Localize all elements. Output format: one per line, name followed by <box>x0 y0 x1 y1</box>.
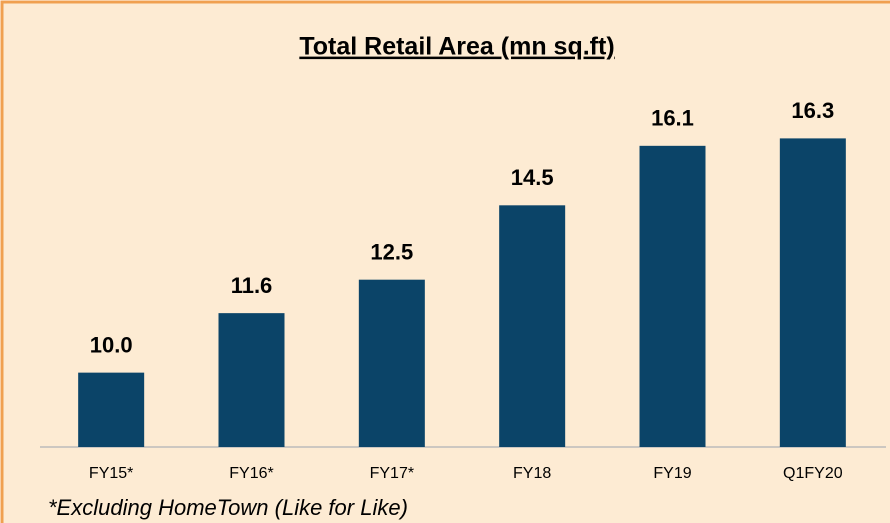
x-tick-label: FY17* <box>370 465 414 482</box>
value-label: 16.1 <box>651 106 694 131</box>
bar <box>639 145 706 447</box>
value-label: 11.6 <box>231 273 273 298</box>
value-label: 10.0 <box>90 332 133 357</box>
value-label: 12.5 <box>370 239 413 264</box>
x-tick-label: Q1FY20 <box>783 465 843 482</box>
x-tick-label: FY16* <box>229 465 273 482</box>
value-label: 16.3 <box>791 98 834 123</box>
bar <box>358 279 425 447</box>
footnote: *Excluding HomeTown (Like for Like) <box>48 495 408 520</box>
x-tick-label: FY19 <box>653 465 691 482</box>
x-tick-label: FY15* <box>89 465 133 482</box>
bar <box>499 205 566 447</box>
chart-title: Total Retail Area (mn sq.ft) <box>299 33 614 61</box>
bar <box>78 372 145 447</box>
value-label: 14.5 <box>511 165 554 190</box>
x-tick-label: FY18 <box>513 465 551 482</box>
bar <box>218 313 285 447</box>
bar <box>779 138 846 447</box>
